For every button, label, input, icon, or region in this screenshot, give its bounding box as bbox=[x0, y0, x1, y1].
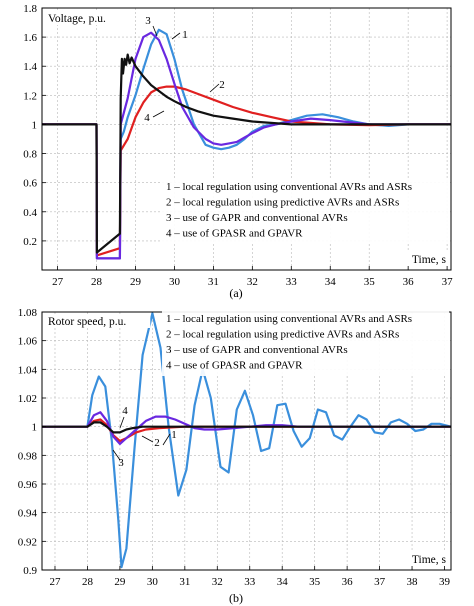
x-axis-label-bg bbox=[403, 552, 448, 566]
x-axis-label: Time, s bbox=[412, 554, 447, 566]
annotation-3: 3 bbox=[118, 457, 124, 469]
x-tick-label: 31 bbox=[208, 276, 219, 288]
legend-entry-2: 2 – local regulation using predictive AV… bbox=[166, 329, 399, 341]
legend-entry-1: 1 – local regulation using conventional … bbox=[166, 313, 412, 325]
x-tick-label: 30 bbox=[169, 276, 181, 288]
y-tick-label: 1 bbox=[32, 119, 38, 131]
annotation-leader-2 bbox=[141, 435, 154, 443]
annotation-leader-1 bbox=[171, 32, 181, 40]
x-tick-label: 28 bbox=[91, 276, 103, 288]
x-tick-label: 32 bbox=[247, 276, 258, 288]
y-tick-label: 0.92 bbox=[18, 536, 37, 548]
y-tick-label: 0.8 bbox=[23, 149, 37, 161]
y-axis-label: Rotor speed, p.u. bbox=[48, 316, 126, 328]
y-tick-label: 1.6 bbox=[23, 32, 37, 44]
y-axis-label-bg bbox=[46, 11, 127, 25]
y-tick-label: 0.6 bbox=[23, 178, 37, 190]
x-tick-label: 36 bbox=[403, 276, 415, 288]
rotor-speed-chart: 27 28 29 30 31 32 33 34 35 36 37 38 390.90.920.940.9… bbox=[18, 307, 452, 605]
annotation-leader-4 bbox=[152, 110, 165, 118]
series-line-1 bbox=[42, 312, 452, 569]
legend-bg bbox=[162, 178, 449, 244]
y-tick-label: 1.02 bbox=[18, 393, 37, 405]
annotation-4: 4 bbox=[122, 405, 128, 417]
y-tick-label: 0.9 bbox=[23, 565, 37, 577]
legend-entry-1: 1 – local regulation using conventional … bbox=[166, 181, 412, 193]
x-tick-label: 29 bbox=[114, 576, 126, 588]
y-tick-label: 1 bbox=[32, 422, 38, 434]
x-tick-label: 37 bbox=[374, 576, 386, 588]
x-axis-label-bg bbox=[403, 252, 448, 266]
x-tick-label: 38 bbox=[407, 576, 419, 588]
x-tick-label: 30 bbox=[147, 576, 159, 588]
series-line-3 bbox=[42, 411, 451, 445]
x-tick-label: 33 bbox=[286, 276, 298, 288]
x-tick-label: 36 bbox=[342, 576, 354, 588]
y-tick-label: 0.96 bbox=[18, 479, 38, 491]
annotation-4: 4 bbox=[144, 112, 150, 124]
annotation-leader-3 bbox=[112, 449, 121, 461]
x-tick-label: 34 bbox=[277, 576, 289, 588]
x-tick-label: 29 bbox=[130, 276, 142, 288]
y-tick-label: 1.4 bbox=[23, 61, 37, 73]
y-tick-label: 0.98 bbox=[18, 450, 38, 462]
x-tick-label: 34 bbox=[325, 276, 337, 288]
voltage-chart: 27 28 29 30 31 32 33 34 35 36 370.20.40.60.811.21.… bbox=[23, 3, 453, 300]
x-tick-label: 32 bbox=[212, 576, 223, 588]
series-line-4 bbox=[42, 53, 451, 254]
annotation-1: 1 bbox=[182, 29, 188, 41]
annotation-3: 3 bbox=[145, 15, 151, 27]
y-tick-label: 1.04 bbox=[18, 364, 38, 376]
y-tick-label: 1.8 bbox=[23, 3, 37, 15]
y-axis-label: Voltage, p.u. bbox=[48, 13, 106, 25]
y-tick-label: 1.2 bbox=[23, 90, 37, 102]
legend-entry-4: 4 – use of GPASR and GPAVR bbox=[166, 228, 303, 240]
series-line-4 bbox=[42, 421, 451, 434]
x-axis-label: Time, s bbox=[412, 254, 447, 266]
x-tick-label: 28 bbox=[82, 576, 94, 588]
x-tick-label: 27 bbox=[52, 276, 64, 288]
x-tick-label: 35 bbox=[309, 576, 321, 588]
annotation-1: 1 bbox=[171, 429, 177, 441]
x-tick-label: 33 bbox=[244, 576, 256, 588]
chart-caption: (b) bbox=[229, 591, 243, 605]
x-tick-label: 31 bbox=[179, 576, 190, 588]
x-tick-label: 39 bbox=[439, 576, 451, 588]
chart-caption: (a) bbox=[229, 286, 242, 300]
plot-frame bbox=[41, 7, 452, 271]
y-tick-label: 0.94 bbox=[18, 508, 38, 520]
legend-bg bbox=[162, 310, 449, 376]
annotation-2: 2 bbox=[219, 79, 225, 91]
y-tick-label: 1.06 bbox=[18, 336, 38, 348]
series-line-3 bbox=[42, 31, 451, 260]
legend-entry-3: 3 – use of GAPR and conventional AVRs bbox=[166, 212, 348, 224]
x-tick-label: 37 bbox=[442, 276, 454, 288]
x-tick-label: 27 bbox=[49, 576, 61, 588]
annotation-leader-4 bbox=[119, 416, 125, 429]
y-tick-label: 1.08 bbox=[18, 307, 38, 319]
annotation-leader-3 bbox=[152, 25, 158, 37]
y-tick-label: 0.2 bbox=[23, 236, 37, 248]
annotation-leader-1 bbox=[162, 433, 171, 446]
y-axis-label-bg bbox=[46, 314, 151, 328]
x-tick-label: 35 bbox=[364, 276, 376, 288]
annotation-2: 2 bbox=[154, 437, 160, 449]
legend-entry-2: 2 – local regulation using predictive AV… bbox=[166, 197, 399, 209]
legend-entry-3: 3 – use of GAPR and conventional AVRs bbox=[166, 344, 348, 356]
legend-entry-4: 4 – use of GPASR and GPAVR bbox=[166, 360, 303, 372]
series-line-1 bbox=[42, 28, 451, 260]
y-tick-label: 0.4 bbox=[23, 207, 37, 219]
annotation-leader-2 bbox=[209, 83, 220, 93]
